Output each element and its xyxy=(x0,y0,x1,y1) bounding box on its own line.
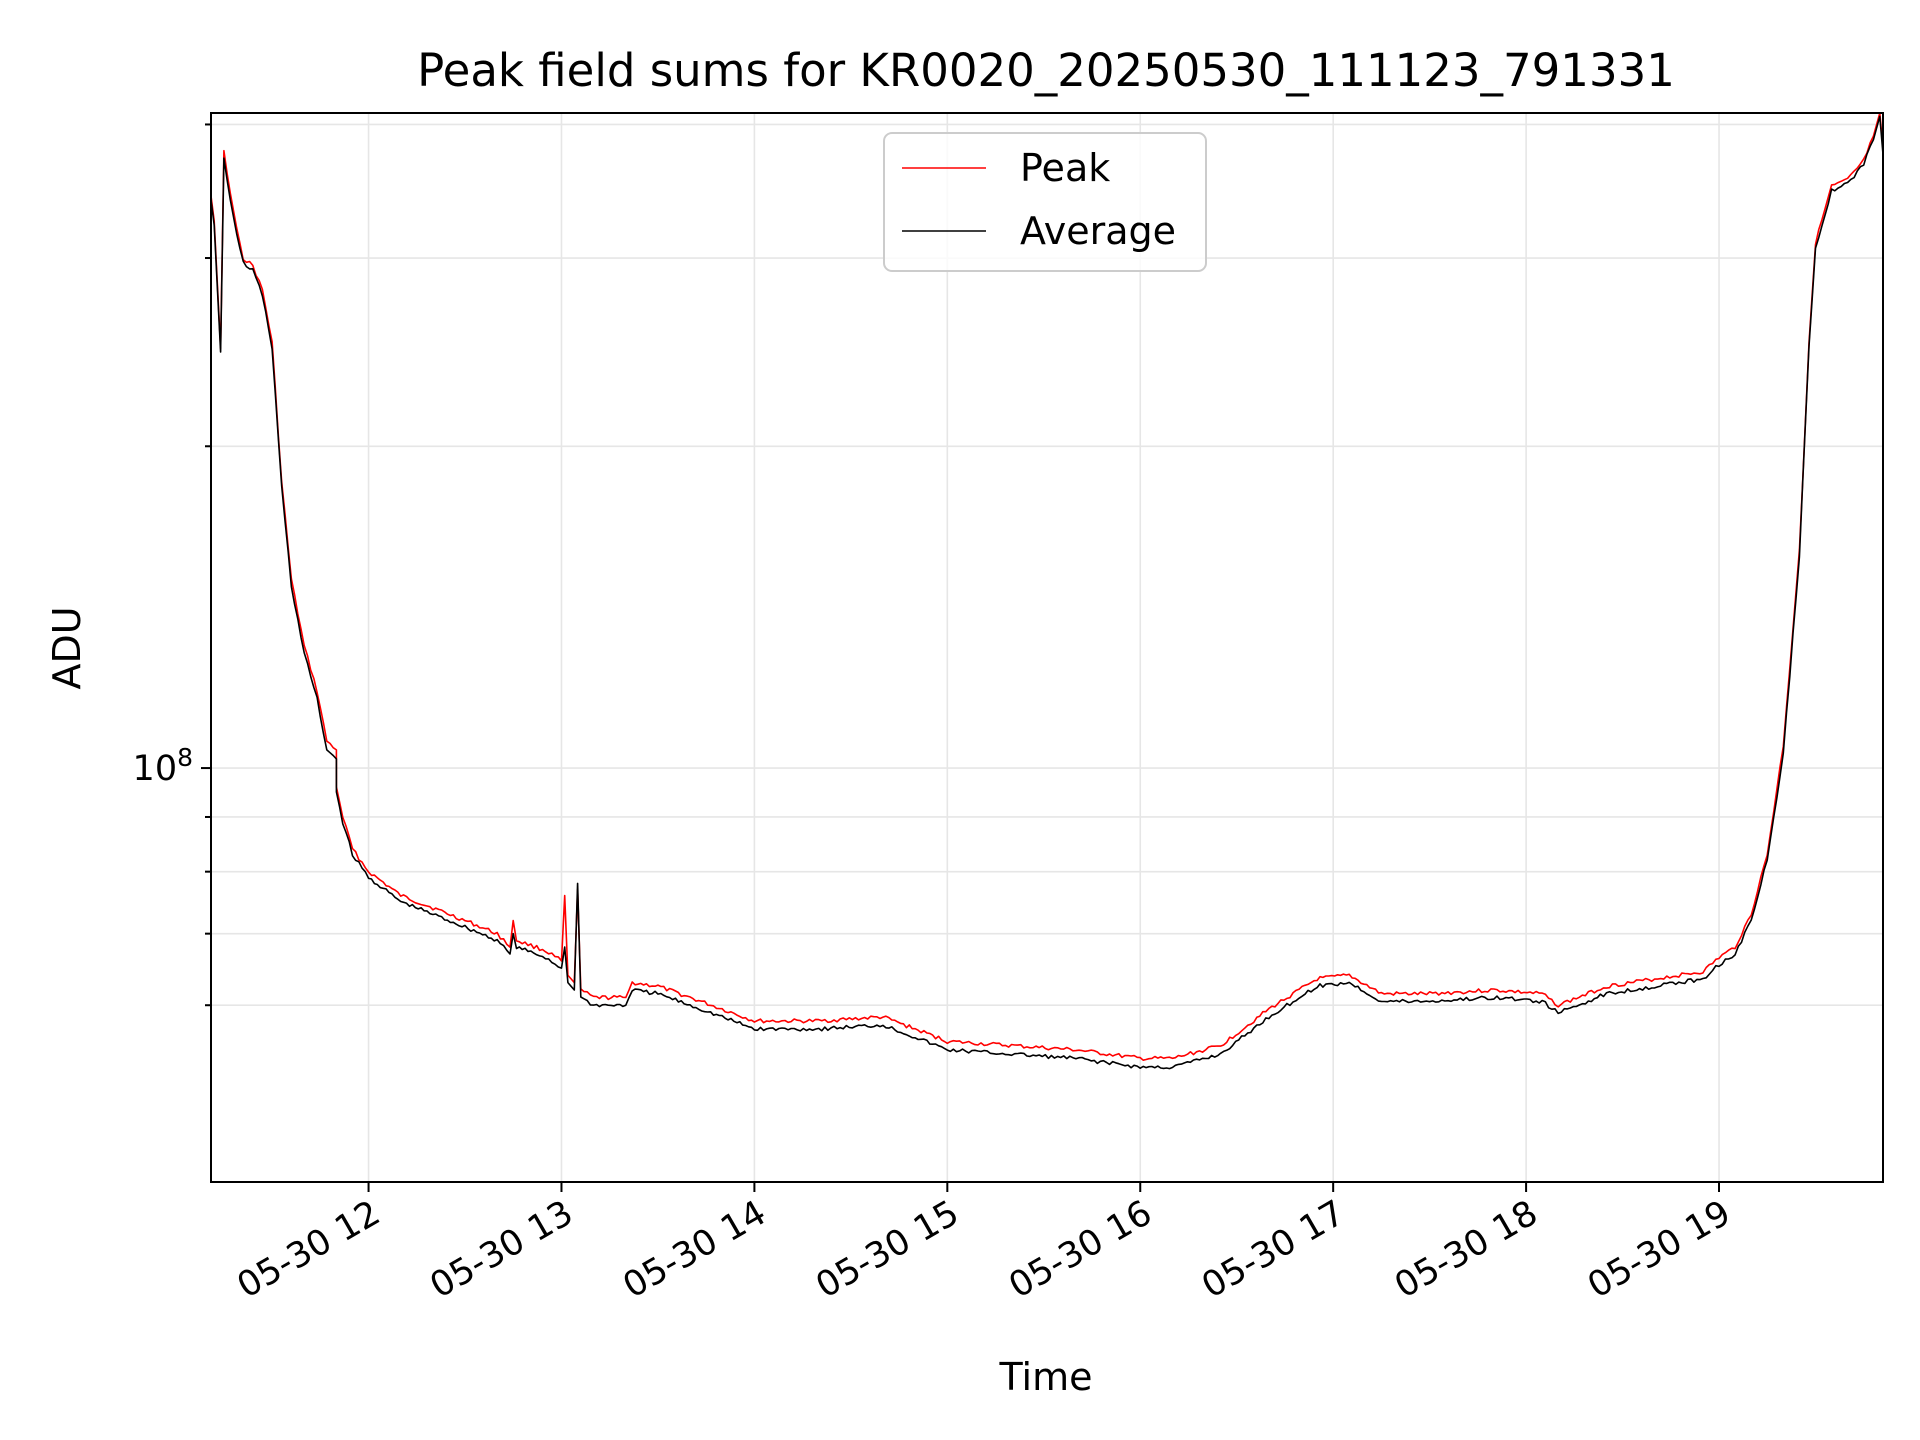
series-line-average xyxy=(211,115,1883,1070)
legend-label-average: Average xyxy=(1020,209,1176,253)
series-layer xyxy=(211,113,1883,1070)
series-line-peak xyxy=(211,113,1883,1061)
y-axis: 108 xyxy=(133,123,211,1007)
chart-title: Peak field sums for KR0020_20250530_1111… xyxy=(417,44,1675,97)
y-tick-label: 108 xyxy=(133,743,193,789)
legend-label-peak: Peak xyxy=(1020,146,1110,190)
legend: Peak Average xyxy=(883,132,1207,272)
plot-area-frame xyxy=(210,112,1884,1183)
x-axis-label: Time xyxy=(999,1355,1093,1399)
y-axis-label: ADU xyxy=(45,606,89,689)
